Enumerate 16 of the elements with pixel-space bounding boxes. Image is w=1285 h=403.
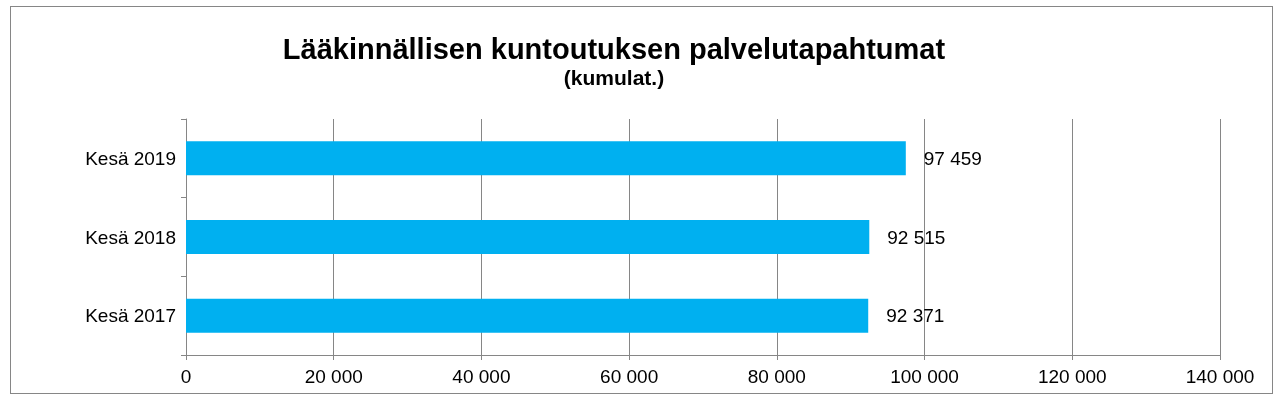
chart-title: Lääkinnällisen kuntoutuksen palvelutapahtumat: [282, 32, 946, 65]
data-label: 92 515: [887, 226, 946, 248]
data-label: 92 371: [886, 305, 945, 327]
x-tick-label: 80 000: [747, 366, 806, 387]
data-label: 97 459: [923, 147, 982, 169]
x-tick-label: 0: [180, 366, 192, 387]
chart-subtitle: (kumulat.): [563, 66, 665, 89]
x-tick-label: 140 000: [1185, 366, 1255, 387]
y-tick-label: Kesä 2019: [85, 147, 176, 169]
x-tick-label: 60 000: [600, 366, 659, 387]
x-tick-label: 40 000: [452, 366, 511, 387]
y-tick-label: Kesä 2018: [85, 226, 176, 248]
y-tick-label: Kesä 2017: [85, 305, 176, 327]
x-tick-label: 100 000: [890, 366, 959, 387]
x-tick-label: 20 000: [304, 366, 363, 387]
x-tick-label: 120 000: [1037, 366, 1107, 387]
